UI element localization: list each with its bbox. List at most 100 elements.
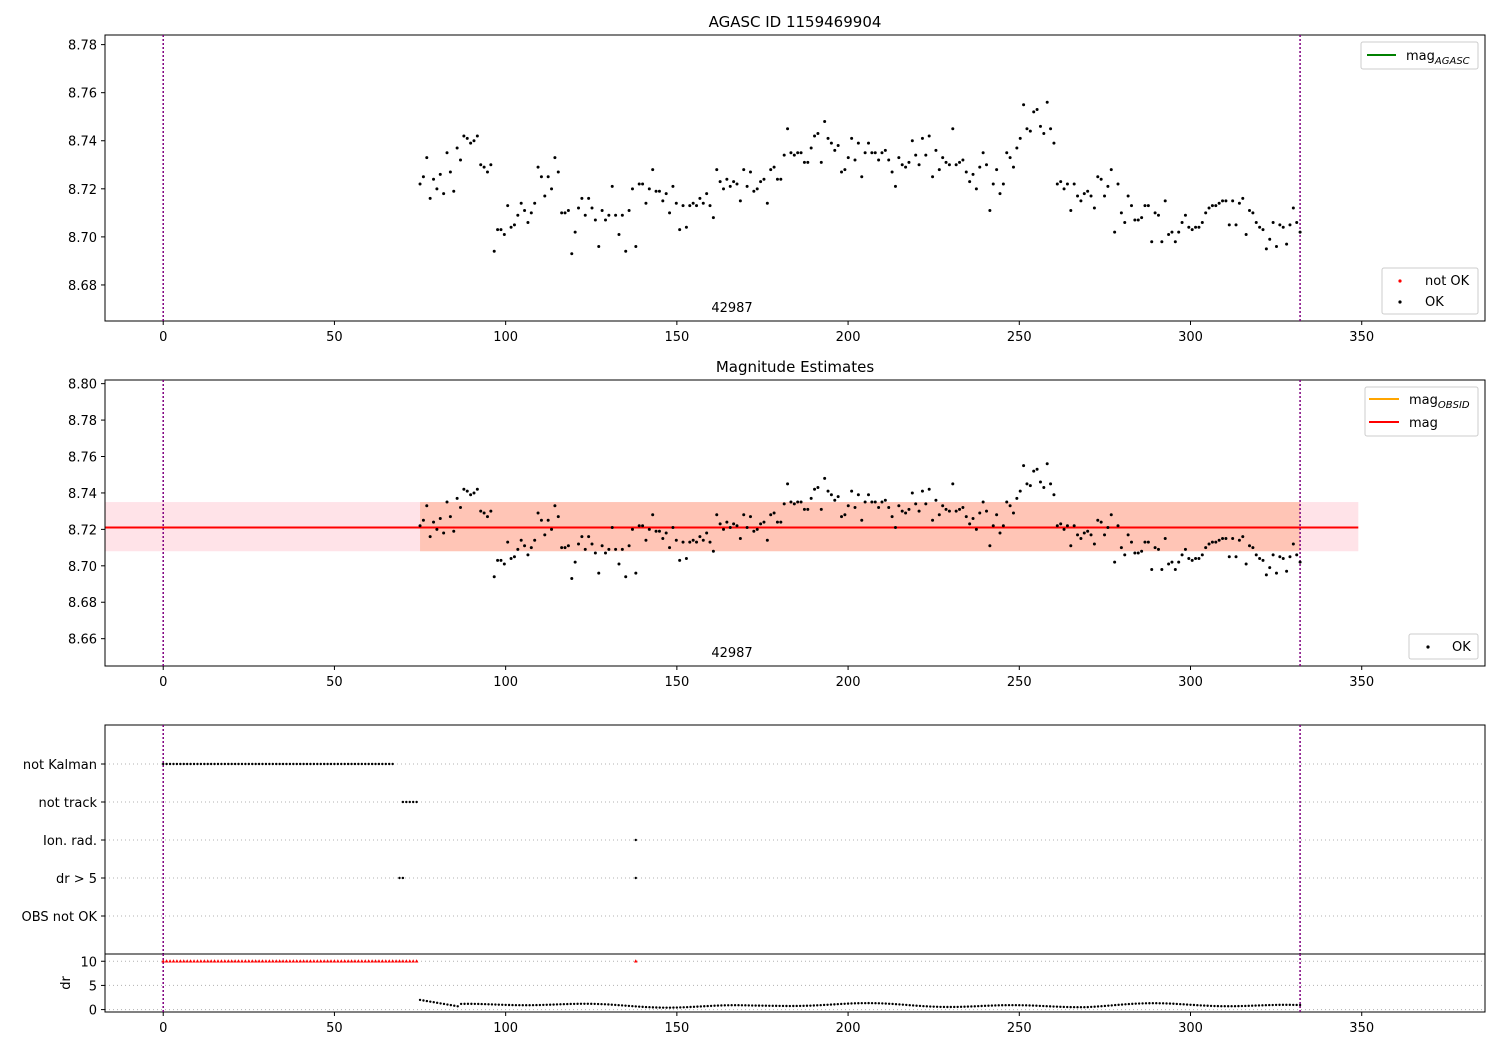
- ok-point: [715, 168, 719, 172]
- ok-point: [836, 495, 840, 499]
- ok-point: [806, 507, 810, 511]
- ok-point: [556, 515, 560, 519]
- panel2-y-axis: 8.66 8.68 8.70 8.72 8.74 8.76 8.78 8.80: [68, 378, 105, 648]
- ok-point: [711, 549, 715, 553]
- ok-point: [1109, 168, 1113, 172]
- ok-point: [1231, 199, 1235, 203]
- ok-point: [904, 165, 908, 169]
- dr-point: [466, 1002, 470, 1006]
- ok-point: [509, 225, 513, 229]
- dr-point: [867, 1001, 870, 1005]
- dr-point: [1196, 1004, 1199, 1007]
- ok-point: [961, 158, 965, 162]
- dr-point: [898, 1003, 901, 1006]
- dr-capped-marker: [318, 959, 323, 963]
- ok-point: [627, 208, 631, 212]
- dr-point: [1031, 1004, 1035, 1007]
- flag-point: [257, 762, 261, 766]
- ok-point: [1170, 560, 1174, 564]
- ok-point: [573, 560, 577, 564]
- ok-point: [762, 177, 766, 181]
- ok-point: [1241, 535, 1245, 539]
- dr-point: [1199, 1004, 1202, 1007]
- ok-point: [651, 168, 655, 172]
- ok-point: [1001, 182, 1005, 186]
- flag-label: not track: [38, 796, 97, 811]
- ok-point: [580, 535, 584, 539]
- dr-point: [425, 999, 429, 1003]
- dr-point: [727, 1004, 730, 1007]
- ok-point: [829, 141, 833, 145]
- ok-point: [722, 527, 726, 531]
- dr-point: [538, 1003, 542, 1007]
- ok-point: [492, 249, 496, 253]
- ok-point: [1015, 146, 1019, 150]
- dr-point: [816, 1004, 819, 1007]
- ok-point: [458, 158, 462, 162]
- flag-point: [251, 762, 254, 766]
- ok-point: [1143, 204, 1147, 208]
- ok-point: [654, 189, 658, 193]
- ok-point: [533, 201, 537, 205]
- ok-point: [1049, 482, 1053, 486]
- dr-point: [877, 1002, 881, 1005]
- flag-point: [237, 762, 240, 766]
- dr-point: [1209, 1004, 1213, 1008]
- legend-mag-obsid-sub: OBSID: [1438, 400, 1470, 411]
- dr-point: [600, 1002, 603, 1006]
- ok-point: [792, 153, 796, 157]
- ok-point: [1146, 204, 1150, 208]
- ok-point: [438, 516, 442, 520]
- y-tick-label: 8.74: [68, 487, 97, 502]
- ok-point: [873, 500, 877, 504]
- x-tick-label: 0: [159, 330, 167, 345]
- flag-point: [367, 762, 370, 766]
- dr-capped-marker: [305, 959, 309, 963]
- ok-point: [782, 502, 786, 506]
- ok-point: [472, 491, 476, 495]
- dr-point: [579, 1002, 583, 1005]
- dr-point: [1083, 1005, 1086, 1009]
- dr-capped-marker: [247, 959, 251, 963]
- flag-label: dr > 5: [56, 872, 97, 887]
- ok-point: [553, 504, 557, 508]
- legend-ok-marker: [1398, 300, 1402, 304]
- ok-point: [442, 531, 446, 535]
- ok-point: [597, 244, 601, 248]
- dr-point: [531, 1003, 535, 1007]
- dr-point: [1158, 1002, 1161, 1005]
- x-tick-label: 200: [836, 1021, 861, 1036]
- dr-point: [644, 1005, 648, 1009]
- dr-point: [1042, 1004, 1045, 1008]
- ok-point: [907, 507, 911, 511]
- dr-capped-marker: [277, 959, 282, 963]
- dr-capped-marker: [363, 959, 368, 963]
- dr-point: [446, 1003, 449, 1006]
- ok-point: [1251, 211, 1255, 215]
- dr-point: [764, 1004, 768, 1007]
- ok-point: [533, 538, 537, 542]
- dr-capped-marker: [397, 959, 402, 963]
- flag-point: [216, 762, 220, 766]
- dr-point: [843, 1002, 846, 1005]
- flag-point: [281, 762, 285, 766]
- dr-point: [617, 1003, 620, 1007]
- dr-capped-marker: [216, 959, 220, 963]
- dr-point: [1216, 1004, 1220, 1008]
- ok-point: [1221, 536, 1225, 540]
- ok-point: [964, 170, 968, 174]
- ok-point: [978, 511, 982, 515]
- dr-capped-marker: [339, 959, 344, 963]
- dr-capped-marker: [233, 959, 237, 963]
- y-tick-label: 8.78: [68, 414, 97, 429]
- dr-point: [1247, 1004, 1250, 1008]
- ok-point: [1153, 546, 1157, 550]
- dr-point: [887, 1002, 891, 1005]
- ok-point: [465, 489, 469, 493]
- ok-point: [506, 540, 510, 544]
- dr-capped-marker: [202, 959, 207, 963]
- dr-point: [1090, 1005, 1093, 1009]
- ok-point: [445, 500, 449, 504]
- dr-point: [1233, 1004, 1237, 1008]
